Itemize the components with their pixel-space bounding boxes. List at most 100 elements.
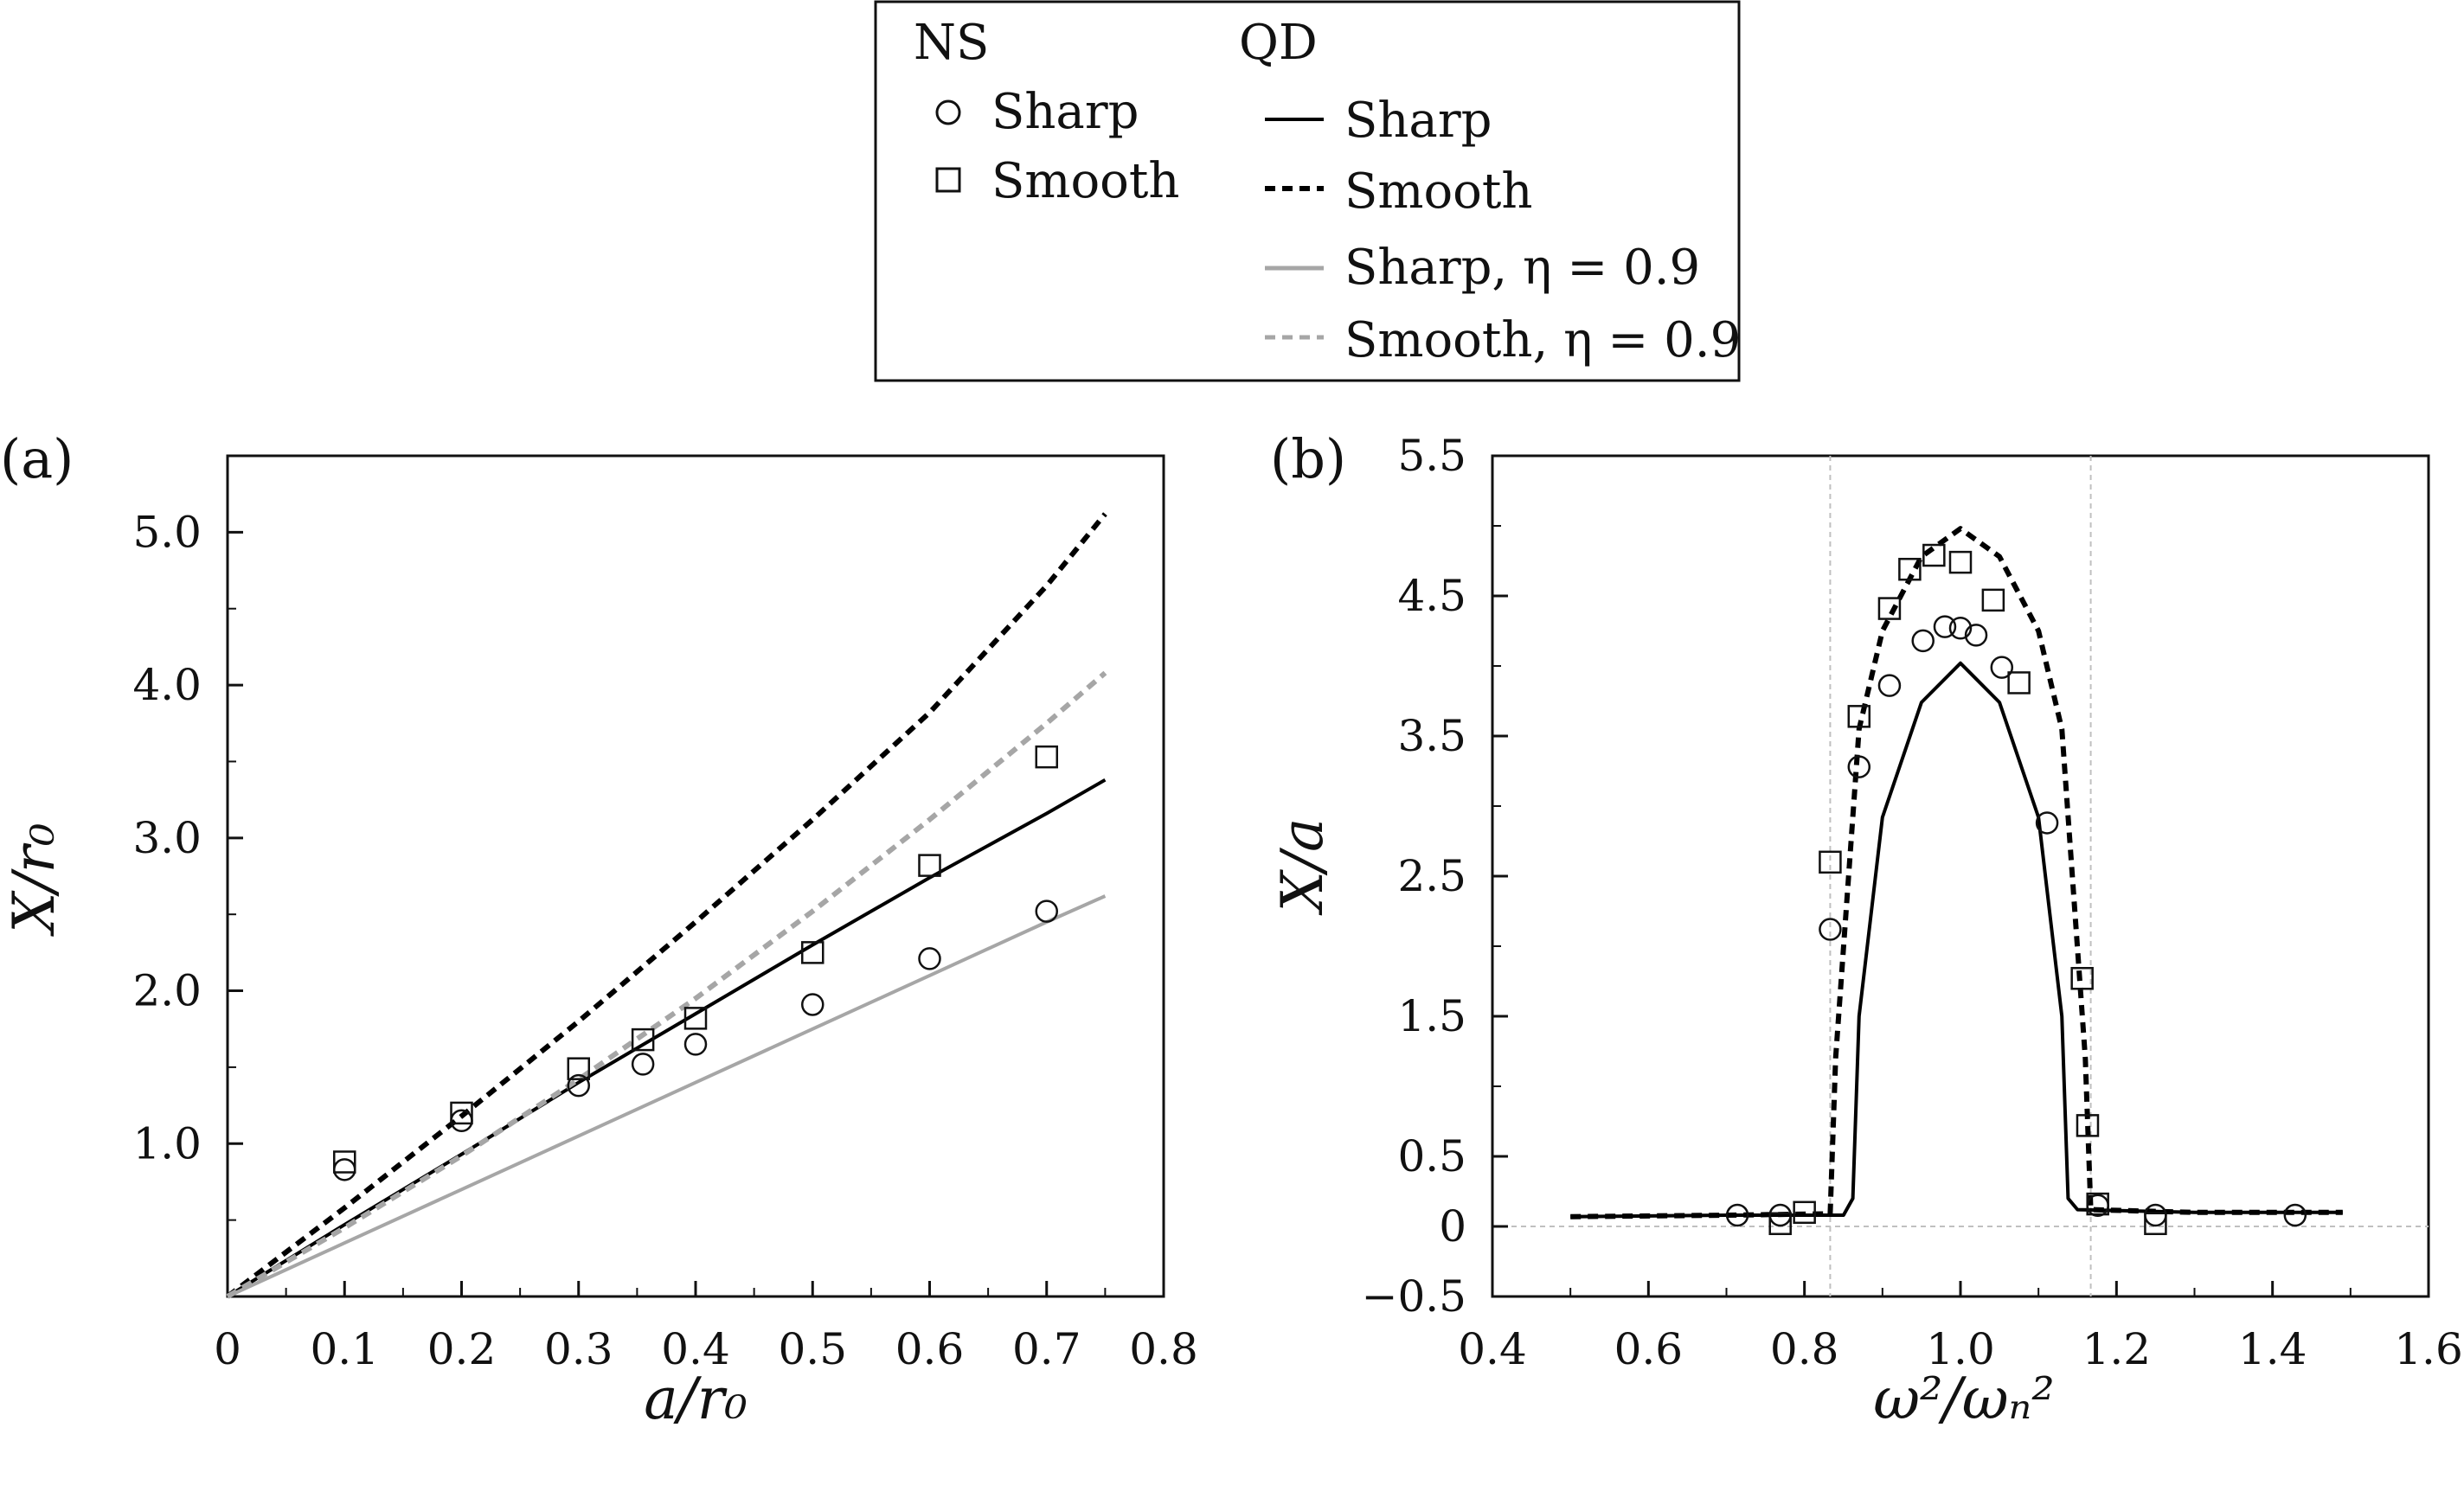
y-tick-label: 5.5	[1397, 431, 1466, 481]
x-tick-label: 0.2	[427, 1324, 497, 1374]
x-tick-label: 0.7	[1012, 1324, 1081, 1374]
marker-ns-smooth	[1793, 1200, 1816, 1225]
panel-a: (a) 0 0.1 0.2 0.3 0.4 0.5 0.6 0.7 0.8 1.0 2.0 3.0 4.…	[0, 427, 1198, 1432]
panel-a-ticks: 0 0.1 0.2 0.3 0.4 0.5 0.6 0.7 0.8 1.0 2.0 3.0 4.0 5.0	[132, 455, 1198, 1374]
marker-ns-smooth	[1819, 850, 1842, 874]
legend-circle-marker	[935, 99, 961, 125]
marker-ns-smooth	[567, 1057, 590, 1080]
marker-ns-smooth	[1768, 1212, 1792, 1236]
x-tick-label: 0.6	[1614, 1324, 1684, 1374]
y-tick-label: 5.0	[132, 507, 202, 557]
y-tick-label: −0.5	[1362, 1271, 1466, 1322]
y-tick-label: 1.5	[1397, 991, 1466, 1041]
marker-ns-sharp	[1990, 656, 2014, 679]
x-tick-label: 0.5	[778, 1324, 847, 1374]
series-line-qd-smooth	[1570, 526, 2343, 1220]
y-tick-label: 2.0	[132, 966, 202, 1016]
marker-ns-sharp	[918, 947, 941, 970]
x-tick-label: 0.1	[310, 1324, 379, 1374]
marker-ns-sharp	[683, 1033, 708, 1056]
marker-ns-smooth	[2070, 967, 2094, 990]
marker-ns-sharp	[1964, 624, 1988, 647]
y-tick-label: 0.5	[1397, 1131, 1466, 1181]
y-tick-label: 2.5	[1397, 851, 1466, 901]
x-tick-label: 0.3	[544, 1324, 613, 1374]
panel-a-xlabel: a/r₀	[644, 1366, 748, 1432]
panel-b-markers	[1725, 543, 2307, 1236]
panel-a-markers	[333, 745, 1058, 1181]
marker-ns-sharp	[1933, 615, 1957, 638]
marker-ns-sharp	[1035, 899, 1058, 923]
panel-b-guides	[1492, 456, 2429, 1296]
panel-b-ticks: 0.4 0.6 0.8 1.0 1.2 1.4 1.6 −0.5 0 0.5 1.5 2.5 3.5 4.…	[1362, 431, 2463, 1374]
panel-b-label: (b)	[1270, 427, 1346, 490]
marker-ns-sharp	[1819, 918, 1842, 941]
marker-ns-smooth	[1847, 705, 1871, 728]
legend: NS QD Sharp Smooth Sharp Smooth Sharp, η…	[874, 0, 1741, 382]
marker-ns-sharp	[1948, 617, 1973, 640]
series-line-qd-smooth	[226, 512, 1107, 1299]
panel-b-ylabel: X/a	[1269, 818, 1336, 917]
legend-qd-smooth-eta: Smooth, η = 0.9	[1344, 312, 1741, 368]
marker-ns-smooth	[1898, 557, 1922, 581]
y-tick-label: 3.5	[1397, 711, 1466, 761]
y-tick-label: 0	[1439, 1201, 1466, 1252]
legend-qd-heading: QD	[1239, 15, 1318, 71]
marker-ns-smooth	[1981, 588, 2005, 612]
x-tick-label: 0	[214, 1324, 241, 1374]
marker-ns-smooth	[683, 1007, 708, 1030]
legend-ns-sharp: Sharp	[991, 84, 1139, 140]
marker-ns-smooth	[333, 1150, 356, 1174]
y-tick-label: 1.0	[132, 1118, 202, 1168]
marker-ns-smooth	[450, 1101, 473, 1125]
marker-ns-smooth	[1877, 597, 1902, 620]
marker-ns-smooth	[2007, 671, 2031, 695]
marker-ns-sharp	[1725, 1203, 1749, 1227]
marker-ns-smooth	[2086, 1192, 2109, 1216]
x-tick-label: 0.6	[895, 1324, 965, 1374]
panel-b: (b) 0.4 0.6 0.8 1.0 1.2 1.4 1.6 −0.5 0 0.5 1.5 2.5 3…	[1269, 427, 2463, 1432]
series-line-qd-sharp	[1570, 661, 2343, 1219]
marker-ns-smooth	[918, 854, 941, 877]
x-tick-label: 0.4	[1458, 1324, 1527, 1374]
x-tick-label: 1.0	[1926, 1324, 1995, 1374]
panel-a-label: (a)	[0, 427, 74, 490]
marker-ns-smooth	[1948, 550, 1973, 574]
marker-ns-smooth	[1035, 745, 1058, 769]
legend-qd-smooth: Smooth	[1344, 163, 1532, 220]
legend-square-marker	[935, 167, 961, 193]
y-tick-label: 4.0	[132, 660, 202, 710]
y-tick-label: 3.0	[132, 813, 202, 863]
marker-ns-sharp	[1911, 629, 1935, 653]
x-tick-label: 1.4	[2238, 1324, 2307, 1374]
marker-ns-smooth	[801, 941, 825, 964]
marker-ns-sharp	[2283, 1203, 2307, 1227]
panel-a-lines	[226, 512, 1107, 1299]
x-tick-label: 0.8	[1770, 1324, 1839, 1374]
marker-ns-sharp	[1877, 674, 1902, 697]
marker-ns-sharp	[801, 993, 825, 1016]
marker-ns-sharp	[2035, 811, 2059, 835]
y-tick-label: 4.5	[1397, 571, 1466, 621]
x-tick-label: 0.4	[661, 1324, 730, 1374]
marker-ns-smooth	[2076, 1114, 2100, 1137]
marker-ns-smooth	[1922, 543, 1946, 567]
marker-ns-sharp	[567, 1073, 590, 1098]
marker-ns-smooth	[2144, 1212, 2167, 1236]
legend-ns-smooth: Smooth	[991, 153, 1179, 209]
x-tick-label: 0.8	[1129, 1324, 1198, 1374]
marker-ns-sharp	[631, 1053, 655, 1076]
series-line-qd-sharp-0-9	[227, 894, 1107, 1298]
panel-a-ylabel: X/r₀	[1, 823, 67, 937]
marker-ns-sharp	[1847, 755, 1871, 778]
legend-qd-sharp: Sharp	[1344, 93, 1492, 149]
legend-qd-sharp-eta: Sharp, η = 0.9	[1344, 240, 1700, 296]
x-tick-label: 1.6	[2394, 1324, 2463, 1374]
legend-ns-heading: NS	[914, 15, 989, 71]
series-line-qd-smooth-0-9	[226, 670, 1107, 1299]
marker-ns-smooth	[631, 1027, 655, 1052]
panel-b-lines	[1570, 526, 2343, 1220]
panel-b-xlabel: ω²/ωₙ²	[1873, 1366, 2055, 1432]
x-tick-label: 1.2	[2082, 1324, 2152, 1374]
